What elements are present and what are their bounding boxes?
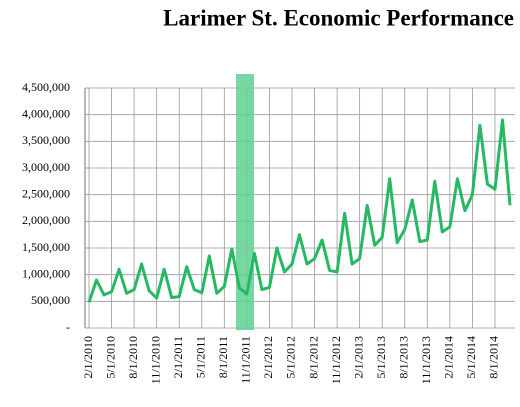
y-tick-label: 1,500,000 xyxy=(22,240,70,254)
y-tick-label: - xyxy=(66,320,70,334)
y-tick-label: 2,500,000 xyxy=(22,186,70,200)
data-line xyxy=(87,118,512,303)
x-tick-label: 8/1/2013 xyxy=(397,336,411,379)
x-tick-label: 2/1/2013 xyxy=(351,336,365,379)
x-tick-label: 2/1/2010 xyxy=(81,336,95,379)
x-tick-label: 5/1/2012 xyxy=(284,336,298,379)
x-tick-label: 5/1/2011 xyxy=(194,336,208,378)
x-tick-label: 11/1/2011 xyxy=(239,336,253,384)
y-tick-label: 4,500,000 xyxy=(22,80,70,94)
x-tick-label: 5/1/2010 xyxy=(103,336,117,379)
y-tick-label: 500,000 xyxy=(31,293,70,307)
x-tick-label: 8/1/2014 xyxy=(487,336,501,379)
x-tick-label: 8/1/2011 xyxy=(216,336,230,378)
x-tick-label: 11/1/2012 xyxy=(329,336,343,384)
x-tick-label: 2/1/2014 xyxy=(442,336,456,379)
y-tick-label: 2,000,000 xyxy=(22,213,70,227)
x-tick-label: 8/1/2012 xyxy=(306,336,320,379)
x-tick-label: 2/1/2012 xyxy=(261,336,275,379)
y-tick-label: 4,000,000 xyxy=(22,106,70,120)
x-tick-label: 5/1/2014 xyxy=(464,336,478,379)
x-tick-label: 11/1/2013 xyxy=(419,336,433,384)
chart-title: Larimer St. Economic Performance xyxy=(163,5,514,30)
x-tick-label: 8/1/2010 xyxy=(126,336,140,379)
y-tick-label: 3,500,000 xyxy=(22,133,70,147)
y-tick-label: 1,000,000 xyxy=(22,266,70,280)
y-tick-label: 3,000,000 xyxy=(22,160,70,174)
x-tick-label: 5/1/2013 xyxy=(374,336,388,379)
x-tick-label: 2/1/2011 xyxy=(171,336,185,378)
highlight-band xyxy=(236,74,254,330)
x-tick-label: 11/1/2010 xyxy=(148,336,162,384)
